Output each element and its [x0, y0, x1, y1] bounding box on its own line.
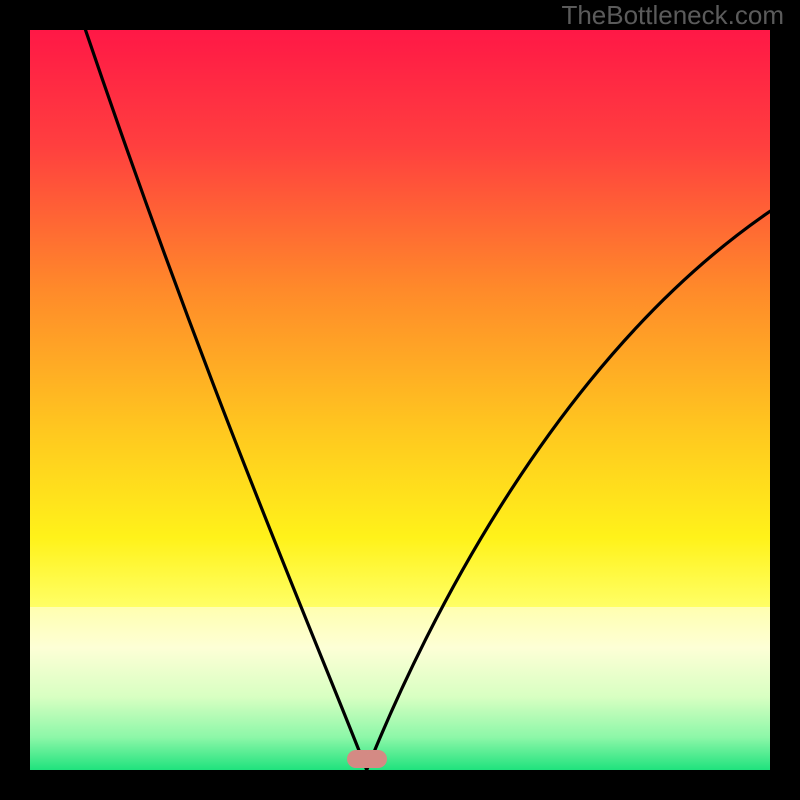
- plot-area: [30, 30, 770, 770]
- watermark-text: TheBottleneck.com: [561, 0, 784, 31]
- gradient-bg-top: [30, 30, 770, 607]
- bottleneck-curve: [30, 30, 770, 770]
- vertex-marker: [347, 750, 387, 768]
